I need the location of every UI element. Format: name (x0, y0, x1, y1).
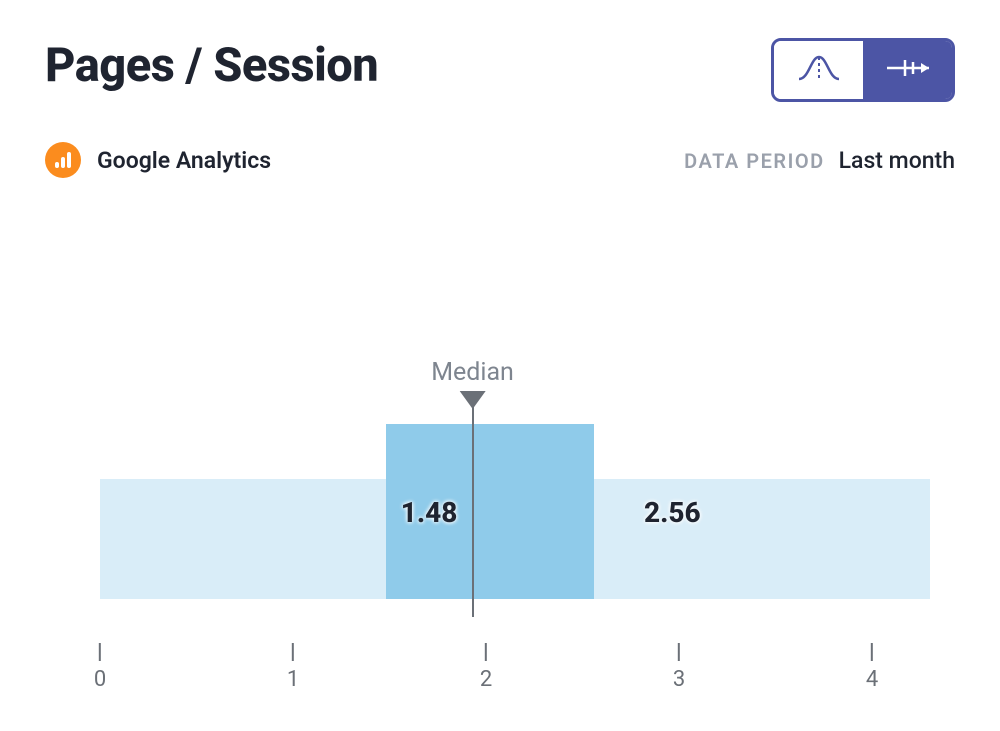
iqr-high-value: 2.56 (644, 496, 701, 529)
axis-tick: 2 (480, 643, 492, 692)
distribution-band (100, 424, 930, 599)
axis-tick: 3 (673, 643, 685, 692)
range-axis-icon (883, 55, 933, 85)
data-period-value: Last month (839, 147, 955, 174)
axis-tick: 4 (866, 643, 878, 692)
median-marker: Median (431, 358, 514, 409)
data-source: Google Analytics (45, 142, 271, 178)
toggle-distribution-button[interactable] (774, 41, 863, 99)
iqr-low-value: 1.48 (401, 496, 458, 529)
axis-tick: 0 (94, 643, 106, 692)
median-line (472, 406, 474, 617)
view-toggle (771, 38, 955, 102)
axis-tick: 1 (287, 643, 299, 692)
axis-tick-label: 0 (94, 667, 106, 692)
google-analytics-icon (45, 142, 81, 178)
distribution-curve-icon (797, 53, 841, 87)
median-label: Median (431, 358, 514, 387)
toggle-range-button[interactable] (863, 41, 952, 99)
range-chart: Median 1.48 2.56 0 1 2 3 4 (45, 358, 955, 698)
axis-tick-label: 4 (866, 667, 878, 692)
data-source-label: Google Analytics (97, 147, 271, 174)
page-title: Pages / Session (45, 38, 378, 93)
axis-tick-label: 3 (673, 667, 685, 692)
data-period-label: DATA PERIOD (684, 149, 824, 173)
axis-tick-label: 2 (480, 667, 492, 692)
band-outer-left (100, 479, 386, 599)
axis-tick-label: 1 (287, 667, 299, 692)
